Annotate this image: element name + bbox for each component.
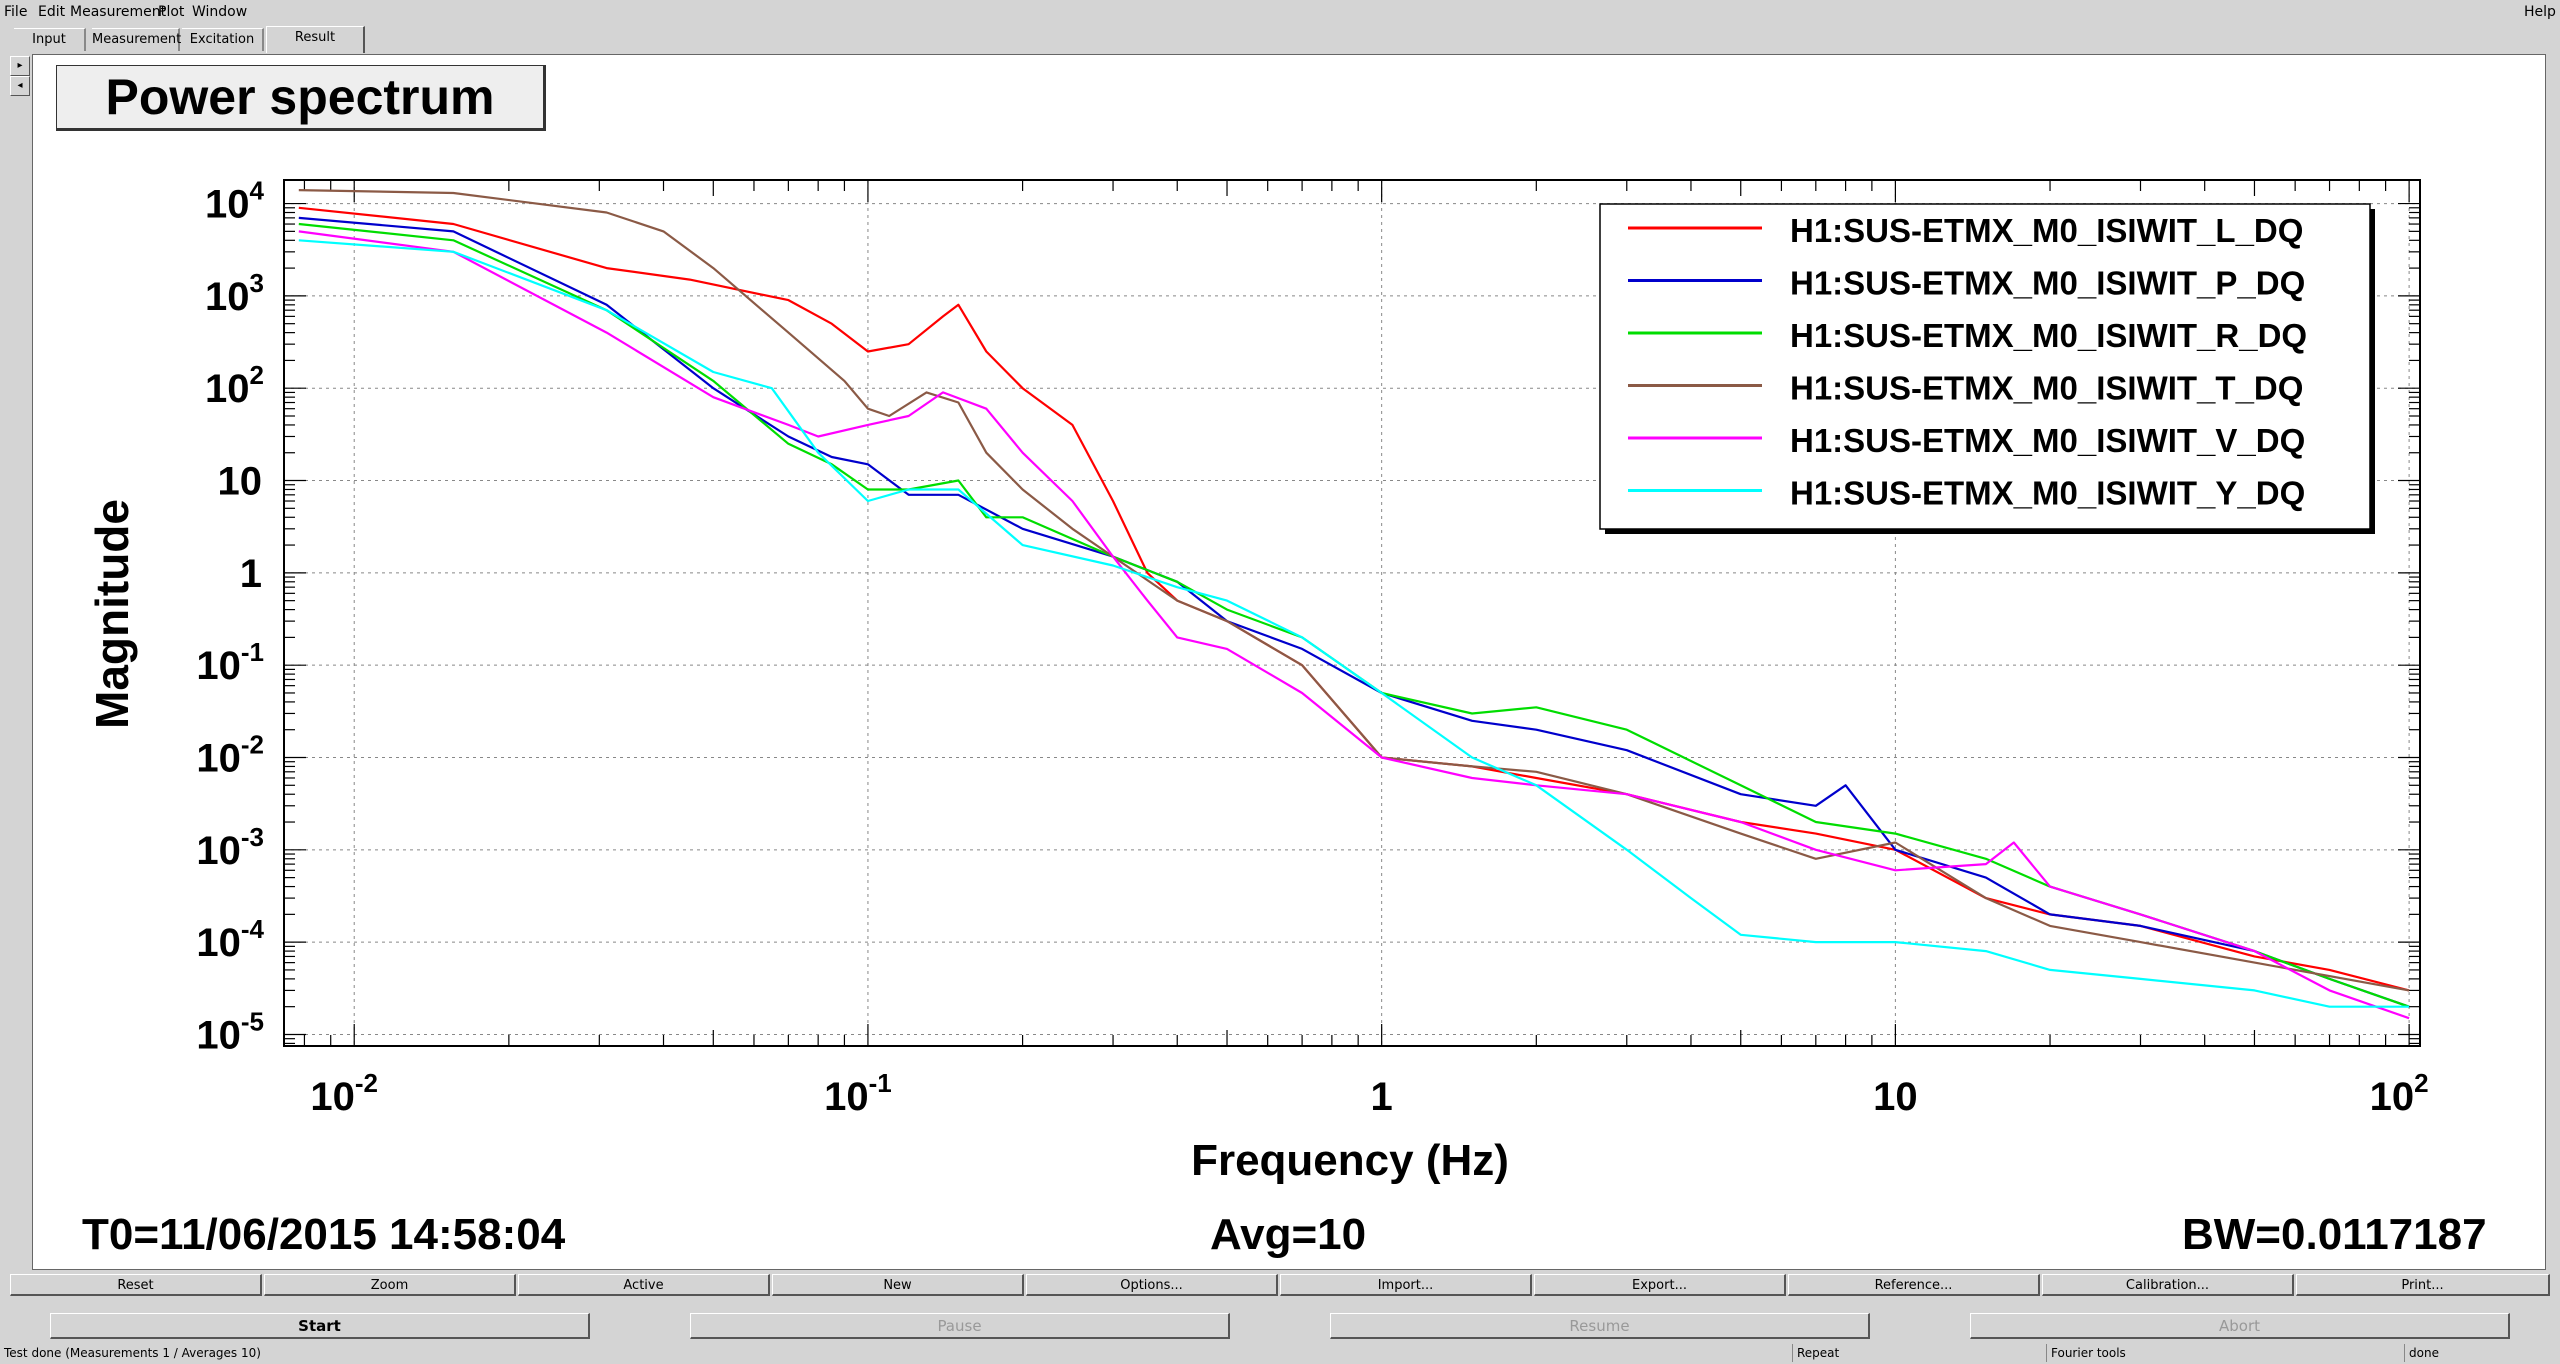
menu-plot[interactable]: Plot	[158, 4, 185, 20]
menu-measurement[interactable]: Measurement	[70, 4, 167, 20]
tab-input[interactable]: Input	[14, 28, 86, 51]
tab-result[interactable]: Result	[266, 26, 365, 53]
status-state: done	[2404, 1344, 2439, 1362]
pause-button[interactable]: Pause	[690, 1313, 1230, 1339]
avg-label: Avg=10	[1210, 1210, 1367, 1259]
status-bar: Test done (Measurements 1 / Averages 10)…	[0, 1342, 2560, 1364]
resume-button[interactable]: Resume	[1330, 1313, 1870, 1339]
bw-label: BW=0.0117187	[2182, 1210, 2487, 1259]
active-button[interactable]: Active	[518, 1274, 770, 1296]
abort-button[interactable]: Abort	[1970, 1313, 2510, 1339]
menu-window[interactable]: Window	[192, 4, 248, 20]
menu-help[interactable]: Help	[2524, 4, 2556, 20]
new-button[interactable]: New	[772, 1274, 1024, 1296]
plot-title: Power spectrum	[105, 69, 495, 125]
expand-arrow-icon[interactable]: ▸	[10, 56, 30, 76]
status-message: Test done (Measurements 1 / Averages 10)	[4, 1346, 261, 1360]
menu-file[interactable]: File	[4, 4, 28, 20]
options-button[interactable]: Options...	[1026, 1274, 1278, 1296]
zoom-button[interactable]: Zoom	[264, 1274, 516, 1296]
tab-excitation[interactable]: Excitation	[182, 28, 264, 51]
t0-label: T0=11/06/2015 14:58:04	[82, 1210, 566, 1259]
status-tools: Fourier tools	[2046, 1344, 2126, 1362]
reference-button[interactable]: Reference...	[1788, 1274, 2040, 1296]
calibration-button[interactable]: Calibration...	[2042, 1274, 2294, 1296]
start-button[interactable]: Start	[50, 1313, 590, 1339]
collapse-arrow-icon[interactable]: ◂	[10, 76, 30, 96]
menu-bar: File Edit Measurement Plot Window Help	[0, 0, 2560, 24]
menu-edit[interactable]: Edit	[38, 4, 66, 20]
plot-panel	[32, 54, 2546, 1270]
plot-title-box: Power spectrum	[56, 65, 546, 131]
import-button[interactable]: Import...	[1280, 1274, 1532, 1296]
tab-bar: Input Measurement Excitation Result	[0, 26, 2560, 53]
reset-button[interactable]: Reset	[10, 1274, 262, 1296]
tab-measurement[interactable]: Measurement	[92, 28, 181, 51]
export-button[interactable]: Export...	[1534, 1274, 1786, 1296]
print-button[interactable]: Print...	[2296, 1274, 2550, 1296]
status-repeat: Repeat	[1792, 1344, 1839, 1362]
